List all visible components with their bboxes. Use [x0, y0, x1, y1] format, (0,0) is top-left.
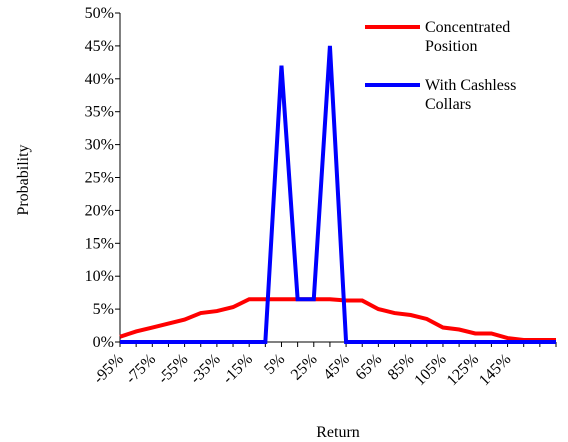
y-tick-label: 30%: [85, 137, 114, 154]
y-tick-label: 20%: [85, 202, 114, 219]
x-tick-label: 65%: [352, 351, 385, 384]
series-line: [120, 45, 556, 344]
series-line: [119, 297, 556, 343]
y-tick-label: 5%: [93, 301, 114, 318]
y-tick-label: 50%: [85, 5, 114, 22]
x-tick-label: 125%: [444, 351, 482, 389]
y-tick-label: 35%: [85, 104, 114, 121]
legend-label-line: With Cashless: [425, 77, 516, 94]
y-axis-label: Probability: [15, 144, 32, 215]
y-tick-label: 10%: [85, 268, 114, 285]
legend-label: With Cashless Collars: [425, 77, 516, 113]
x-tick-label: 25%: [288, 351, 321, 384]
y-tick-label: 25%: [85, 170, 114, 187]
x-tick-label: -35%: [187, 351, 224, 388]
x-tick-label: -15%: [219, 351, 256, 388]
x-tick-label: -75%: [123, 351, 160, 388]
y-tick-label: 0%: [93, 334, 114, 351]
legend-label-line: Concentrated: [425, 19, 510, 36]
x-axis-label: Return: [316, 424, 360, 441]
y-tick-label: 15%: [85, 235, 114, 252]
y-tick-label: 40%: [85, 71, 114, 88]
x-tick-label: -55%: [155, 351, 192, 388]
y-tick-label: 45%: [85, 38, 114, 55]
legend-label-line: Collars: [425, 96, 471, 113]
x-tick-label: -95%: [90, 351, 127, 388]
x-tick-label: 5%: [261, 351, 288, 378]
legend-label: Concentrated Position: [425, 19, 510, 55]
x-tick-label: 45%: [320, 351, 353, 384]
x-tick-label: 145%: [476, 351, 514, 389]
x-tick-label: 105%: [411, 351, 449, 389]
legend-label-line: Position: [425, 38, 477, 55]
